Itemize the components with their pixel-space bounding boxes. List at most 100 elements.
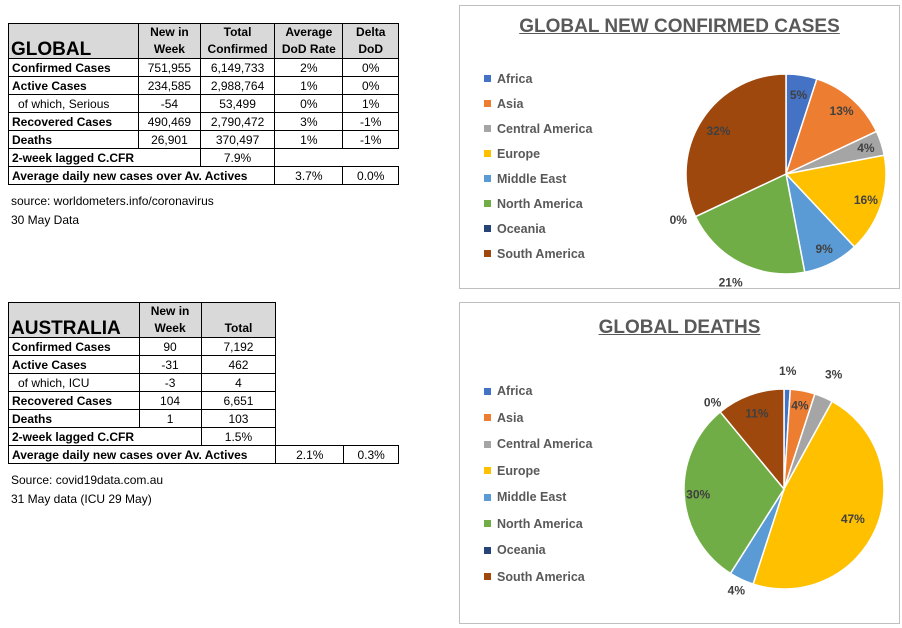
legend-label: Oceania	[497, 543, 546, 558]
legend-item-africa: Africa	[484, 66, 592, 91]
legend-swatch	[484, 225, 491, 232]
source-text: source: worldometers.info/coronavirus	[11, 194, 214, 208]
legend-label: Africa	[497, 71, 533, 86]
table-row: Deaths 26,901 370,497 1% -1%	[8, 130, 399, 149]
cell: 0%	[342, 58, 399, 77]
row-label: of which, ICU	[8, 373, 140, 392]
cell: 6,149,733	[199, 58, 276, 77]
legend-item-europe: Europe	[484, 458, 592, 485]
legend-item-north-america: North America	[484, 191, 592, 216]
row-label: Confirmed Cases	[8, 58, 139, 77]
table-row: Confirmed Cases 90 7,192	[8, 337, 399, 356]
cell: 103	[200, 409, 277, 428]
legend-label: Europe	[497, 463, 541, 478]
pie-chart-deaths: 1% 4% 3% 47% 4% 30% 0% 11%	[683, 364, 885, 597]
australia-source: Source: covid19data.com.au 31 May data (…	[11, 471, 163, 509]
legend-item-north-america: North America	[484, 511, 592, 538]
data-label-europe: 16%	[854, 193, 878, 207]
pie-slice-europe	[784, 154, 887, 248]
cell: 53,499	[199, 94, 276, 113]
row-label: Recovered Cases	[8, 112, 139, 131]
legend-label: Europe	[497, 146, 541, 161]
date-text: 31 May data (ICU 29 May)	[11, 492, 152, 506]
col-header: Total Confirmed	[199, 23, 276, 59]
empty-cell	[344, 392, 399, 410]
table-row: of which, ICU -3 4	[8, 373, 399, 392]
row-label: Average daily new cases over Av. Actives	[7, 166, 276, 185]
cell: 26,901	[138, 130, 201, 149]
legend-label: Africa	[497, 384, 533, 399]
legend-swatch	[484, 440, 491, 448]
data-label-africa: 1%	[779, 364, 797, 378]
chart-panel-deaths: GLOBAL DEATHS Africa Asia Central America E…	[459, 302, 900, 624]
legend-swatch	[484, 493, 491, 501]
legend-swatch	[484, 467, 491, 475]
legend-label: South America	[497, 569, 585, 584]
table-row: Confirmed Cases 751,955 6,149,733 2% 0%	[8, 58, 399, 77]
legend-item-asia: Asia	[484, 405, 592, 432]
chart-legend: Africa Asia Central America Europe Middle Ea…	[484, 66, 592, 266]
legend-swatch	[484, 520, 491, 528]
cell: 6,651	[200, 391, 277, 410]
global-source: source: worldometers.info/coronavirus 30…	[11, 192, 214, 230]
table-row: 2-week lagged C.CFR 1.5%	[8, 427, 399, 446]
australia-title: AUSTRALIA	[8, 302, 140, 338]
table-row: of which, Serious -54 53,499 0% 1%	[8, 94, 399, 113]
legend-swatch	[484, 125, 491, 132]
pie-slice-asia	[784, 77, 878, 176]
legend-item-central-america: Central America	[484, 116, 592, 141]
pie-slice-south-america	[685, 73, 787, 218]
empty-cell	[276, 410, 344, 428]
legend-swatch	[484, 573, 491, 581]
legend-item-oceania: Oceania	[484, 537, 592, 564]
legend-swatch	[484, 200, 491, 207]
data-label-south-america: 11%	[745, 407, 769, 421]
data-label-asia: 13%	[830, 104, 854, 118]
cell: -1%	[342, 130, 399, 149]
legend-swatch	[484, 546, 491, 554]
chart-panel-cases: GLOBAL NEW CONFIRMED CASES Africa Asia Cen…	[459, 5, 900, 290]
empty-cell	[344, 428, 399, 446]
cell: -3	[138, 373, 202, 392]
cell: 104	[138, 391, 202, 410]
legend-item-europe: Europe	[484, 141, 592, 166]
data-label-middle-east: 4%	[728, 583, 746, 597]
row-label: 2-week lagged C.CFR	[8, 148, 201, 167]
cell: -54	[138, 94, 201, 113]
legend-swatch	[484, 250, 491, 257]
cell: 3%	[274, 112, 344, 131]
legend-swatch	[484, 100, 491, 107]
table-row: Active Cases -31 462	[8, 355, 399, 374]
empty-cell	[276, 303, 344, 338]
cell: -1%	[342, 112, 399, 131]
australia-table: AUSTRALIA New in Week Total Confirmed Ca…	[7, 302, 399, 464]
pie-slice-south-america	[719, 388, 785, 492]
table-row: Recovered Cases 490,469 2,790,472 3% -1%	[8, 112, 399, 131]
cell: 7.9%	[199, 148, 276, 167]
empty-cell	[344, 338, 399, 356]
cell: 751,955	[138, 58, 201, 77]
pie-slice-north-america	[683, 410, 785, 575]
cell: 3.7%	[274, 166, 344, 185]
cell: 2%	[274, 58, 344, 77]
pie-slice-north-america	[694, 172, 806, 275]
cell: 1%	[274, 130, 344, 149]
empty-cell	[276, 338, 344, 356]
table-row: 2-week lagged C.CFR 7.9%	[8, 148, 399, 167]
legend-label: Middle East	[497, 171, 567, 186]
row-label: Confirmed Cases	[8, 337, 140, 356]
source-text: Source: covid19data.com.au	[11, 473, 164, 487]
col-header: New in Week	[138, 23, 201, 59]
legend-label: North America	[497, 516, 583, 531]
date-text: 30 May Data	[11, 213, 80, 227]
col-header: Average DoD Rate	[274, 23, 344, 59]
legend-label: Asia	[497, 410, 524, 425]
row-label: Average daily new cases over Av. Actives	[7, 445, 277, 464]
col-header: New in Week	[138, 302, 202, 338]
cell: 370,497	[199, 130, 276, 149]
row-label: Active Cases	[8, 76, 139, 95]
empty-cell	[344, 356, 399, 374]
legend-item-south-america: South America	[484, 564, 592, 591]
row-label: Recovered Cases	[8, 391, 140, 410]
pie-chart-cases: 5% 13% 4% 16% 9% 21% 0% 32%	[670, 73, 887, 290]
